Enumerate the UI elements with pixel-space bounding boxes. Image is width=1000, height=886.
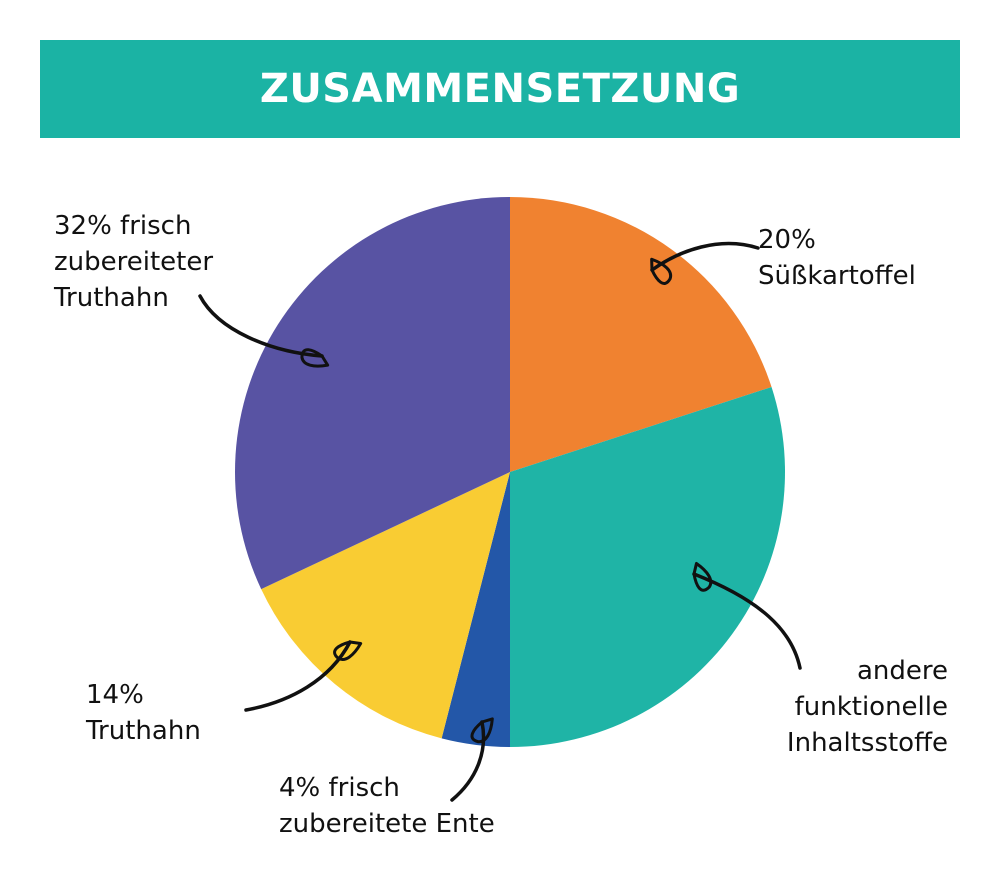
- label-andere-line-3: Inhaltsstoffe: [786, 728, 948, 758]
- label-frischer-truthahn-line-2: zubereiteter: [54, 247, 214, 277]
- slice-suesskartoffel: [510, 197, 772, 472]
- label-suesskartoffel-line-2: Süßkartoffel: [758, 261, 916, 291]
- arrow-ente: [450, 717, 494, 802]
- slice-andere-inhaltsstoffe: [510, 387, 785, 747]
- arrow-suesskartoffel: [650, 241, 760, 285]
- title-banner: ZUSAMMENSETZUNG: [40, 40, 960, 138]
- label-truthahn-line-2: Truthahn: [86, 716, 201, 746]
- slice-truthahn: [261, 472, 510, 739]
- label-andere-line-2: funktionelle: [794, 692, 948, 722]
- slice-frischer-truthahn: [234, 197, 511, 590]
- label-frischer-truthahn-line-1: 32% frisch: [54, 211, 192, 241]
- label-truthahn: 14% Truthahn: [86, 677, 201, 749]
- label-ente: 4% frisch zubereitete Ente: [279, 770, 495, 842]
- arrow-andere-inhaltsstoffe: [692, 562, 802, 670]
- arrow-frischer-truthahn: [198, 294, 330, 368]
- label-suesskartoffel: 20% Süßkartoffel: [758, 222, 916, 294]
- label-frischer-truthahn-line-3: Truthahn: [54, 283, 169, 313]
- chart-title: ZUSAMMENSETZUNG: [259, 66, 741, 112]
- label-ente-line-2: zubereitete Ente: [279, 809, 495, 839]
- label-ente-line-1: 4% frisch: [279, 773, 400, 803]
- label-frischer-truthahn: 32% frisch zubereiteter Truthahn: [54, 208, 213, 316]
- label-andere-line-1: andere: [856, 656, 948, 686]
- label-truthahn-line-1: 14%: [86, 680, 144, 710]
- label-suesskartoffel-line-1: 20%: [758, 225, 816, 255]
- label-andere-inhaltsstoffe: andere funktionelle Inhaltsstoffe: [787, 653, 948, 761]
- arrow-truthahn: [244, 640, 363, 712]
- slice-ente: [441, 472, 510, 747]
